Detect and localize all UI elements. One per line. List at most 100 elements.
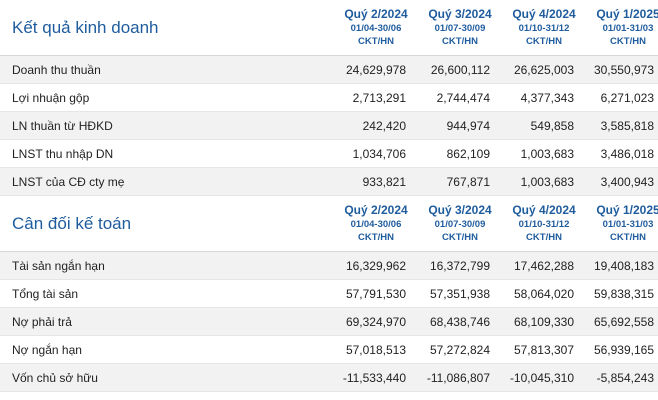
cell-value: 1,003,683 [520,146,574,161]
cell-value: -11,086,807 [426,370,490,385]
cell-value: 767,871 [446,174,490,189]
row-label: Doanh thu thuần [12,62,101,77]
period-column-q3-2024: Quý 3/2024 01/07-30/09 CKT/HN [418,203,502,244]
cell-value: 68,109,330 [513,314,574,329]
period-column-q1-2025: Quý 1/2025 01/01-31/03 CKT/HN [586,203,658,244]
cell-value: 6,271,023 [600,90,654,105]
period-quarter: Quý 2/2024 [344,203,408,217]
cell-value: 57,018,513 [345,342,406,357]
cell-value: 2,713,291 [352,90,406,105]
cell-value: 59,838,315 [593,286,654,301]
table-row: Tài sản ngắn hạn 16,329,962 16,372,799 1… [0,252,658,280]
cell-value: 57,351,938 [429,286,490,301]
row-label: Lợi nhuận gộp [12,90,90,105]
cell-value: 19,408,183 [593,258,654,273]
balance-sheet-rows: Tài sản ngắn hạn 16,329,962 16,372,799 1… [0,252,658,392]
table-row: LNST của CĐ cty mẹ 933,821 767,871 1,003… [0,168,658,196]
period-unit: CKT/HN [442,36,478,47]
period-unit: CKT/HN [526,232,562,243]
period-quarter: Quý 4/2024 [512,203,576,217]
cell-value: -11,533,440 [342,370,406,385]
balance-sheet-section: Cân đối kế toán Quý 2/2024 01/04-30/06 C… [0,196,658,392]
period-unit: CKT/HN [610,36,646,47]
cell-value: 944,974 [446,118,490,133]
period-range: 01/07-30/09 [434,23,486,34]
cell-value: 68,438,746 [429,314,490,329]
period-range: 01/10-31/12 [518,219,570,230]
business-results-rows: Doanh thu thuần 24,629,978 26,600,112 26… [0,56,658,196]
table-row: LN thuần từ HĐKD 242,420 944,974 549,858… [0,112,658,140]
period-quarter: Quý 3/2024 [428,203,492,217]
cell-value: 16,329,962 [345,258,406,273]
cell-value: 57,791,530 [345,286,406,301]
period-column-q4-2024: Quý 4/2024 01/10-31/12 CKT/HN [502,203,586,244]
row-label: Tổng tài sản [12,286,79,301]
cell-value: -5,854,243 [596,370,654,385]
period-column-q2-2024: Quý 2/2024 01/04-30/06 CKT/HN [334,203,418,244]
period-column-q1-2025: Quý 1/2025 01/01-31/03 CKT/HN [586,7,658,48]
cell-value: 58,064,020 [513,286,574,301]
table-row: Nợ phải trả 69,324,970 68,438,746 68,109… [0,308,658,336]
row-label: Tài sản ngắn hạn [12,258,105,273]
period-range: 01/01-31/03 [602,219,654,230]
period-quarter: Quý 1/2025 [596,7,658,21]
cell-value: 30,550,973 [593,62,654,77]
cell-value: 56,939,165 [593,342,654,357]
table-row: LNST thu nhập DN 1,034,706 862,109 1,003… [0,140,658,168]
cell-value: 24,629,978 [345,62,406,77]
table-row: Vốn chủ sở hữu -11,533,440 -11,086,807 -… [0,364,658,392]
row-label: LNST thu nhập DN [12,146,114,161]
period-range: 01/01-31/03 [602,23,654,34]
cell-value: 69,324,970 [345,314,406,329]
cell-value: 16,372,799 [429,258,490,273]
cell-value: 1,003,683 [520,174,574,189]
row-label: Vốn chủ sở hữu [12,370,98,385]
cell-value: 2,744,474 [436,90,490,105]
cell-value: 933,821 [362,174,406,189]
period-unit: CKT/HN [526,36,562,47]
cell-value: 1,034,706 [352,146,406,161]
period-unit: CKT/HN [442,232,478,243]
period-unit: CKT/HN [610,232,646,243]
cell-value: 26,600,112 [430,62,490,77]
cell-value: 3,486,018 [600,146,654,161]
period-quarter: Quý 1/2025 [596,203,658,217]
period-range: 01/04-30/06 [350,23,402,34]
cell-value: 862,109 [446,146,490,161]
row-label: LNST của CĐ cty mẹ [12,174,125,189]
period-unit: CKT/HN [358,36,394,47]
table-row: Tổng tài sản 57,791,530 57,351,938 58,06… [0,280,658,308]
row-label: Nợ ngắn hạn [12,342,82,357]
cell-value: 65,692,558 [593,314,654,329]
cell-value: 4,377,343 [520,90,574,105]
table-row: Doanh thu thuần 24,629,978 26,600,112 26… [0,56,658,84]
row-label: LN thuần từ HĐKD [12,118,113,133]
cell-value: 549,858 [530,118,574,133]
cell-value: 17,462,288 [513,258,574,273]
period-range: 01/04-30/06 [350,219,402,230]
table-row: Nợ ngắn hạn 57,018,513 57,272,824 57,813… [0,336,658,364]
period-quarter: Quý 4/2024 [512,7,576,21]
period-unit: CKT/HN [358,232,394,243]
cell-value: 57,813,307 [513,342,574,357]
period-quarter: Quý 3/2024 [428,7,492,21]
cell-value: 3,585,818 [600,118,654,133]
balance-sheet-header: Cân đối kế toán Quý 2/2024 01/04-30/06 C… [0,196,658,252]
cell-value: 242,420 [362,118,406,133]
section-title: Kết quả kinh doanh [12,17,159,37]
cell-value: 57,272,824 [429,342,490,357]
period-range: 01/07-30/09 [434,219,486,230]
table-row: Lợi nhuận gộp 2,713,291 2,744,474 4,377,… [0,84,658,112]
section-title: Cân đối kế toán [12,213,132,233]
period-quarter: Quý 2/2024 [344,7,408,21]
period-column-q2-2024: Quý 2/2024 01/04-30/06 CKT/HN [334,7,418,48]
row-label: Nợ phải trả [12,314,72,329]
cell-value: 26,625,003 [513,62,574,77]
cell-value: 3,400,943 [600,174,654,189]
period-column-q4-2024: Quý 4/2024 01/10-31/12 CKT/HN [502,7,586,48]
business-results-section: Kết quả kinh doanh Quý 2/2024 01/04-30/0… [0,0,658,196]
business-results-header: Kết quả kinh doanh Quý 2/2024 01/04-30/0… [0,0,658,56]
cell-value: -10,045,310 [509,370,574,385]
period-range: 01/10-31/12 [518,23,570,34]
period-column-q3-2024: Quý 3/2024 01/07-30/09 CKT/HN [418,7,502,48]
